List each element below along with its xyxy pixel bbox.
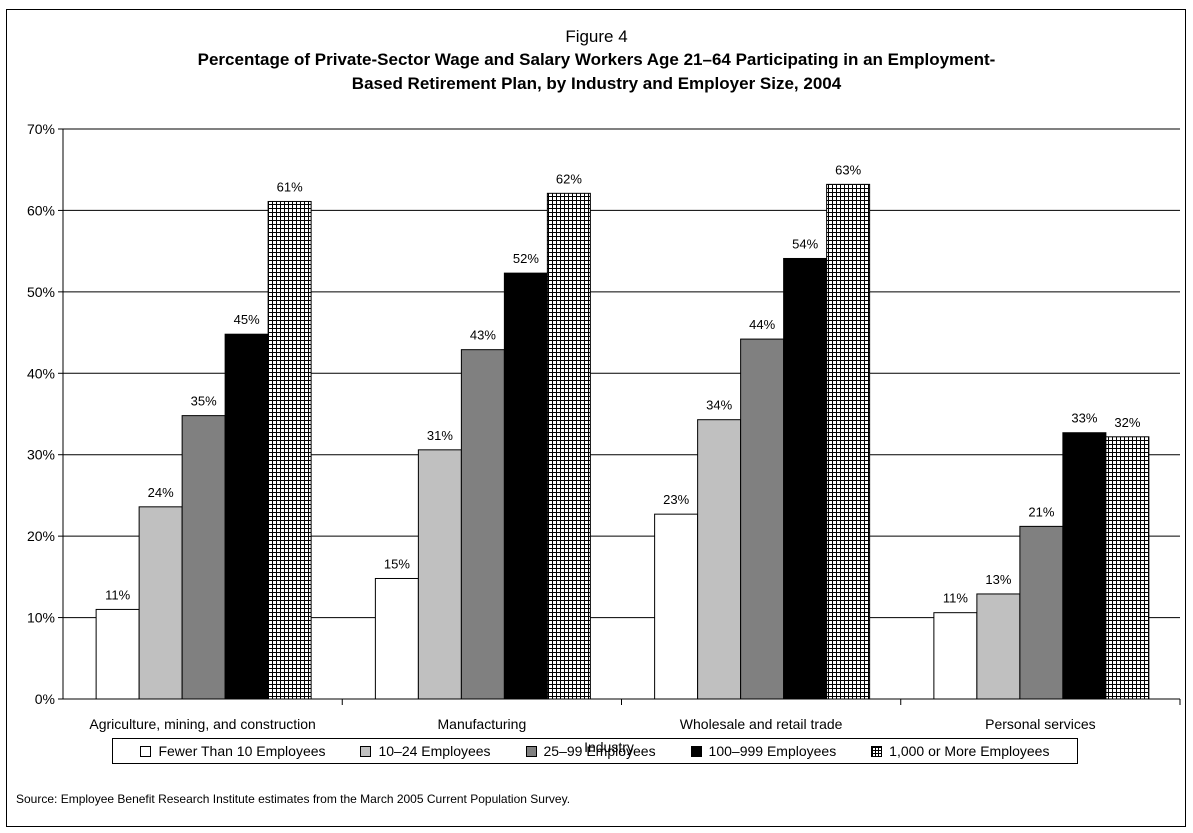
bar [697,419,742,700]
legend-label: 25–99 Employees [543,743,656,759]
y-tick-label: 40% [27,365,55,381]
legend-swatch [360,745,372,757]
y-tick-label: 60% [27,202,55,218]
bar [546,192,591,700]
bar-value-label: 24% [148,485,174,500]
bar [95,608,140,700]
bar [654,513,699,700]
bar [224,333,269,700]
legend-label: 1,000 or More Employees [889,743,1050,759]
bar-value-label: 15% [384,556,410,571]
legend-item: 1,000 or More Employees [871,743,1049,759]
bar-value-label: 11% [105,587,130,602]
y-tick-label: 10% [27,610,55,626]
bar-value-label: 23% [663,492,689,507]
x-tick-label: Manufacturing [438,716,527,732]
bar-value-label: 43% [470,328,496,343]
x-axis-title: Industry [584,739,634,755]
bar-value-label: 52% [513,251,539,266]
bar-value-label: 34% [706,398,732,413]
x-axis-ticks: Agriculture, mining, and construction Man… [89,699,1181,732]
legend: Fewer Than 10 Employees 10–24 Employees 25… [112,738,1078,764]
bar-value-label: 54% [792,236,818,251]
x-tick-label: Agriculture, mining, and construction [89,716,315,732]
bar [1062,432,1107,700]
chart-frame [6,9,1186,827]
bar [740,338,785,700]
bar-value-label: 11% [943,591,968,606]
bar-value-label: 13% [985,572,1011,587]
y-tick-label: 20% [27,528,55,544]
bar [267,200,312,700]
bar-value-label: 21% [1028,504,1054,519]
figure-label: Figure 4 [565,27,628,46]
legend-label: Fewer Than 10 Employees [158,743,326,759]
legend-label: 10–24 Employees [378,743,491,759]
bar-labels: 11% 24% 35% 45% 61% 15% 31% 43% 52% 62% 23% 34% 44% 5… [105,162,1141,605]
bar-value-label: 45% [234,312,260,327]
bar-value-label: 31% [427,428,453,443]
bar [783,257,828,700]
y-axis-ticks: 0% 10% 20% 30% 40% 50% 60% 70% [27,121,63,707]
legend-swatch [871,745,883,757]
y-tick-label: 70% [27,121,55,137]
bar [1019,525,1064,700]
bar [503,272,548,700]
y-tick-label: 0% [35,691,55,707]
x-tick-label: Wholesale and retail trade [680,716,843,732]
legend-label: 100–999 Employees [708,743,837,759]
bar-value-label: 33% [1071,411,1097,426]
bar [181,415,226,700]
bars [95,183,1150,700]
bar [976,593,1021,700]
bar-value-label: 61% [277,179,303,194]
bar [417,449,462,700]
y-tick-label: 30% [27,447,55,463]
bar-value-label: 44% [749,317,775,332]
bar [933,612,978,700]
bar-chart: 11% 24% 35% 45% 61% 15% 31% 43% 52% 62% 23% 34% 44% 5… [27,121,1181,755]
bar-value-label: 63% [835,162,861,177]
bar-value-label: 35% [191,394,217,409]
bar-value-label: 32% [1114,415,1140,430]
chart-title-line-1: Percentage of Private-Sector Wage and Sa… [197,50,996,69]
legend-item: 100–999 Employees [690,743,837,759]
x-tick-label: Personal services [985,716,1096,732]
bar [138,506,183,700]
legend-swatch [690,745,702,757]
bar [826,183,871,700]
legend-item: Fewer Than 10 Employees [140,743,326,759]
y-tick-label: 50% [27,284,55,300]
legend-item: 10–24 Employees [360,743,491,759]
legend-swatch [140,745,152,757]
bar [460,349,505,700]
bar [374,577,419,700]
bar [1105,436,1150,700]
legend-swatch [525,745,537,757]
bar-value-label: 62% [556,171,582,186]
legend-item: 25–99 Employees [525,743,656,759]
chart-title-line-2: Based Retirement Plan, by Industry and E… [351,74,842,93]
source-note: Source: Employee Benefit Research Instit… [16,792,571,806]
